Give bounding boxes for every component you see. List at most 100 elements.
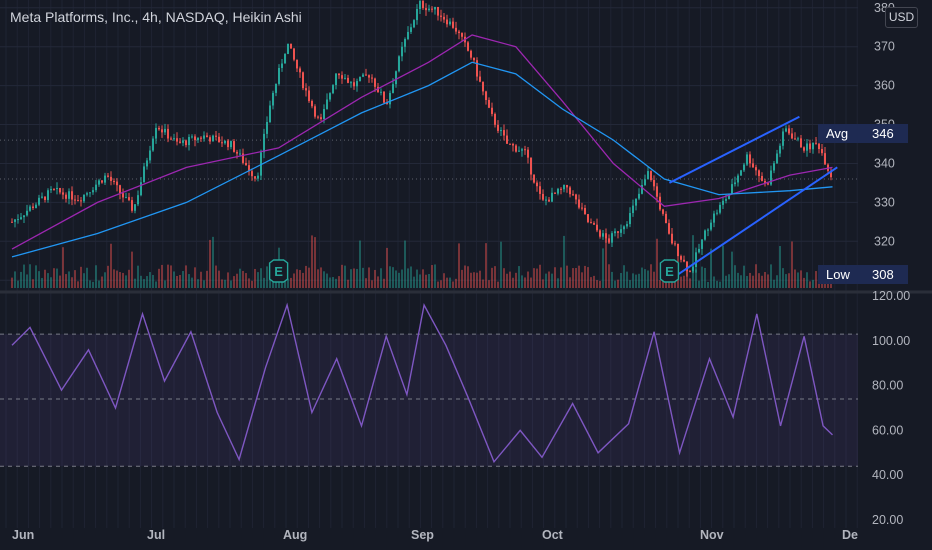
volume-bar [374, 269, 376, 288]
volume-bar [410, 266, 412, 288]
volume-bar [428, 273, 430, 288]
volume-bar [197, 279, 199, 288]
volume-bar [650, 264, 652, 288]
candle-body [47, 190, 49, 200]
volume-bar [167, 264, 169, 288]
candle-body [740, 170, 742, 176]
volume-bar [437, 281, 439, 288]
candle-body [302, 72, 304, 89]
volume-bar [635, 274, 637, 288]
candle-body [314, 106, 316, 117]
volume-bar [26, 274, 28, 288]
moving-average-fast [11, 34, 833, 250]
currency-button[interactable]: USD [885, 7, 918, 28]
volume-bar [455, 278, 457, 288]
candle-body [221, 142, 223, 144]
candle-body [14, 219, 16, 222]
volume-bar [479, 270, 481, 288]
x-tick-label: Sep [411, 528, 434, 542]
volume-bar [347, 279, 349, 288]
volume-bar [512, 277, 514, 288]
candle-body [674, 243, 676, 245]
volume-bar [653, 271, 655, 288]
candle-body [266, 122, 268, 134]
volume-bar [563, 235, 565, 288]
candle-body [392, 84, 394, 93]
volume-bar [788, 273, 790, 288]
candle-body [176, 138, 178, 142]
volume-bar [536, 268, 538, 288]
candle-body [566, 184, 568, 188]
candle-body [119, 185, 121, 194]
candle-body [608, 238, 610, 243]
earnings-marker-label: E [274, 264, 283, 279]
channel-line-upper [668, 115, 800, 184]
candle-body [347, 77, 349, 83]
volume-bar [365, 278, 367, 288]
candle-body [647, 171, 649, 180]
candle-body [374, 78, 376, 87]
volume-bar [782, 268, 784, 288]
candle-body [794, 138, 796, 140]
candle-body [104, 175, 106, 183]
candle-body [413, 20, 415, 28]
candle-body [254, 176, 256, 179]
x-tick-label: Jun [12, 528, 34, 542]
candle-body [635, 198, 637, 206]
avg-price-tag: Avg 346 [818, 124, 908, 143]
candle-body [158, 127, 160, 130]
volume-bar [482, 279, 484, 288]
candle-body [527, 149, 529, 158]
volume-bar [140, 275, 142, 288]
volume-bar [146, 276, 148, 288]
volume-bar [749, 272, 751, 288]
volume-bar [770, 264, 772, 288]
avg-label: Avg [826, 126, 849, 141]
volume-bar [353, 268, 355, 288]
candle-body [515, 145, 517, 152]
candle-body [455, 27, 457, 32]
volume-bar [797, 272, 799, 288]
volume-bar [812, 279, 814, 288]
volume-bar [71, 277, 73, 288]
candle-body [653, 180, 655, 187]
volume-bar [161, 264, 163, 288]
volume-bar [14, 271, 16, 288]
volume-bar [407, 268, 409, 288]
candle-body [737, 175, 739, 183]
candle-body [191, 136, 193, 138]
candle-body [809, 143, 811, 150]
volume-bar [416, 269, 418, 288]
volume-bar [398, 272, 400, 288]
volume-bar [779, 246, 781, 288]
candle-body [200, 137, 202, 139]
volume-bar [311, 235, 313, 288]
candle-body [479, 76, 481, 82]
volume-bar [98, 280, 100, 288]
volume-bar [446, 277, 448, 288]
volume-bar [494, 266, 496, 288]
volume-bar [299, 270, 301, 288]
candle-body [695, 252, 697, 267]
candle-body [545, 199, 547, 201]
candle-body [140, 182, 142, 196]
volume-bar [44, 269, 46, 288]
candle-body [230, 141, 232, 148]
candle-body [704, 230, 706, 240]
volume-bar [419, 274, 421, 288]
candle-body [251, 171, 253, 177]
candle-body [419, 0, 421, 9]
volume-bar [119, 272, 121, 288]
x-tick-label: Jul [147, 528, 165, 542]
candle-body [770, 170, 772, 185]
candle-body [332, 85, 334, 94]
volume-bar [248, 278, 250, 288]
candle-body [743, 164, 745, 171]
candle-body [641, 184, 643, 194]
volume-bar [491, 267, 493, 288]
candle-body [467, 42, 469, 51]
candle-body [494, 113, 496, 125]
volume-bar [596, 280, 598, 288]
